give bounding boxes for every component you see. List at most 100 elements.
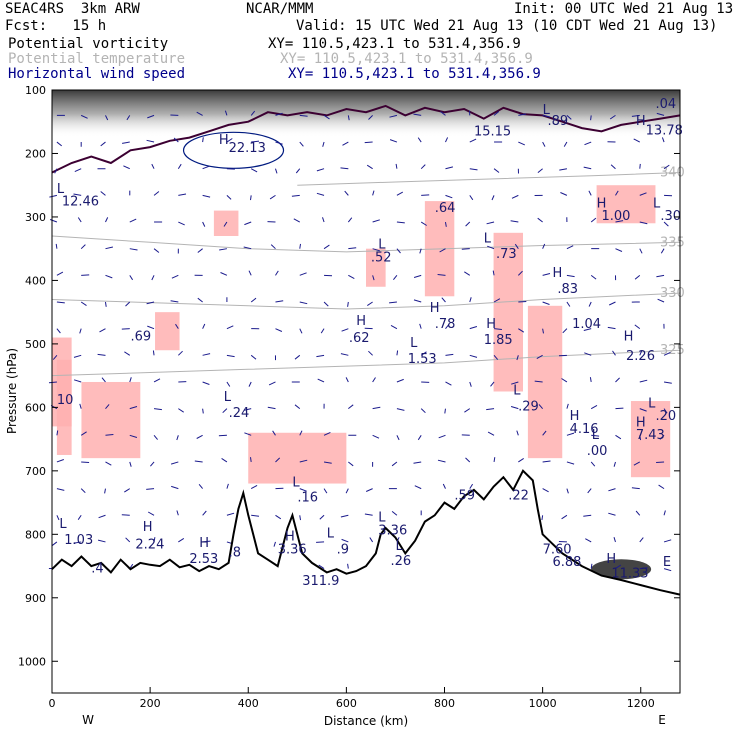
- wind-vector: [391, 511, 398, 516]
- field-label-20: H: [356, 314, 366, 329]
- wind-vector: [514, 243, 519, 249]
- forecast-hour: Fcst: 15 h: [5, 18, 107, 34]
- underground-mask: [52, 470, 680, 693]
- wind-vector: [105, 217, 109, 223]
- field-label-38: 4.16: [570, 422, 599, 437]
- wind-vector: [146, 301, 155, 305]
- wind-vector: [639, 248, 643, 254]
- y-tick-label-3: 400: [25, 274, 46, 287]
- wind-vector: [631, 487, 640, 490]
- wind-vector: [561, 378, 568, 383]
- wind-vector: [590, 461, 596, 467]
- wind-vector: [591, 434, 600, 437]
- wind-vector: [562, 328, 568, 334]
- pv-patch-6: [493, 232, 523, 392]
- wind-vector: [97, 353, 106, 356]
- wind-vector: [588, 301, 592, 307]
- wind-vector: [295, 168, 301, 174]
- wind-vector: [542, 243, 546, 249]
- wind-vector: [251, 514, 260, 517]
- wind-vector: [639, 435, 642, 441]
- wind-vector: [561, 514, 568, 520]
- y-tick-label-2: 300: [25, 211, 46, 224]
- field-label-52: 2.24: [135, 537, 164, 552]
- field-label-12: .30: [660, 209, 681, 224]
- wind-vector: [244, 221, 252, 226]
- wind-vector: [609, 114, 616, 120]
- wind-vector: [73, 354, 82, 358]
- wind-vector: [368, 350, 373, 356]
- wind-vector: [615, 434, 622, 440]
- wind-vector: [347, 301, 349, 307]
- wind-vector: [49, 194, 58, 198]
- field-label-26: L: [410, 336, 418, 351]
- wind-vector: [104, 301, 107, 307]
- wind-vector: [634, 274, 641, 280]
- field-label-19: .83: [557, 282, 578, 297]
- wind-vector: [54, 168, 58, 174]
- wind-vector: [196, 111, 203, 116]
- wind-vector: [583, 328, 592, 331]
- wind-vector: [80, 114, 88, 119]
- pv-patch-7: [527, 305, 563, 459]
- wind-vector: [125, 537, 131, 543]
- wind-vector: [588, 190, 592, 196]
- wind-vector: [320, 328, 325, 334]
- wind-vector: [368, 115, 373, 120]
- wind-vector: [105, 246, 114, 250]
- wind-vector: [566, 301, 571, 307]
- field-label-46: .16: [297, 490, 318, 505]
- wind-vector: [613, 461, 616, 467]
- wind-vector: [389, 114, 398, 118]
- wind-vector: [170, 300, 179, 303]
- wind-vector: [175, 323, 179, 329]
- field-label-58: L: [327, 526, 335, 541]
- wind-vector: [469, 326, 478, 330]
- wind-vector: [56, 430, 59, 436]
- field-label-49: L: [59, 517, 67, 532]
- wind-vector: [659, 434, 665, 440]
- wind-vector: [393, 275, 398, 281]
- wind-vector: [150, 461, 155, 467]
- wind-vector: [56, 301, 65, 304]
- theta-label-0: 335: [660, 235, 685, 250]
- x-tick-label-5: 1000: [529, 697, 557, 710]
- wind-vector: [486, 408, 495, 411]
- theta-contour-2: [51, 349, 681, 377]
- wind-vector: [55, 243, 58, 249]
- wind-vector: [583, 166, 592, 170]
- wind-vector: [445, 166, 454, 170]
- wind-vector: [492, 270, 495, 276]
- field-label-47: .59: [454, 488, 475, 503]
- wind-vector: [251, 140, 260, 143]
- wind-vector: [221, 457, 228, 463]
- y-tick-label-4: 500: [25, 338, 46, 351]
- wind-vector: [299, 301, 308, 305]
- wind-vector: [420, 408, 426, 414]
- wind-vector: [663, 221, 669, 227]
- wind-vector: [77, 217, 82, 223]
- wind-vector: [516, 355, 519, 361]
- wind-vector: [344, 190, 349, 196]
- wind-vector: [153, 378, 161, 383]
- wind-vector: [372, 434, 380, 439]
- wind-vector: [77, 514, 82, 520]
- wind-vector: [372, 275, 375, 281]
- field-label-67: 6.88: [552, 555, 581, 570]
- wind-vector: [248, 270, 252, 276]
- wind-vector: [105, 434, 114, 436]
- wind-vector: [518, 141, 526, 146]
- wind-vector: [541, 515, 544, 521]
- wind-vector: [202, 540, 211, 543]
- theta-contour-1: [51, 292, 681, 310]
- theta-label-1: 330: [660, 286, 685, 301]
- field-label-64: .4: [91, 561, 103, 576]
- wind-vector: [372, 406, 381, 410]
- wind-vector: [178, 408, 184, 413]
- wind-vector: [369, 537, 374, 543]
- field-xy-theta: XY= 110.5,423.1 to 531.4,356.9: [280, 51, 533, 67]
- wind-vector: [419, 323, 422, 329]
- wind-vector: [364, 141, 373, 144]
- wind-vector: [97, 539, 106, 543]
- wind-vector: [372, 248, 380, 252]
